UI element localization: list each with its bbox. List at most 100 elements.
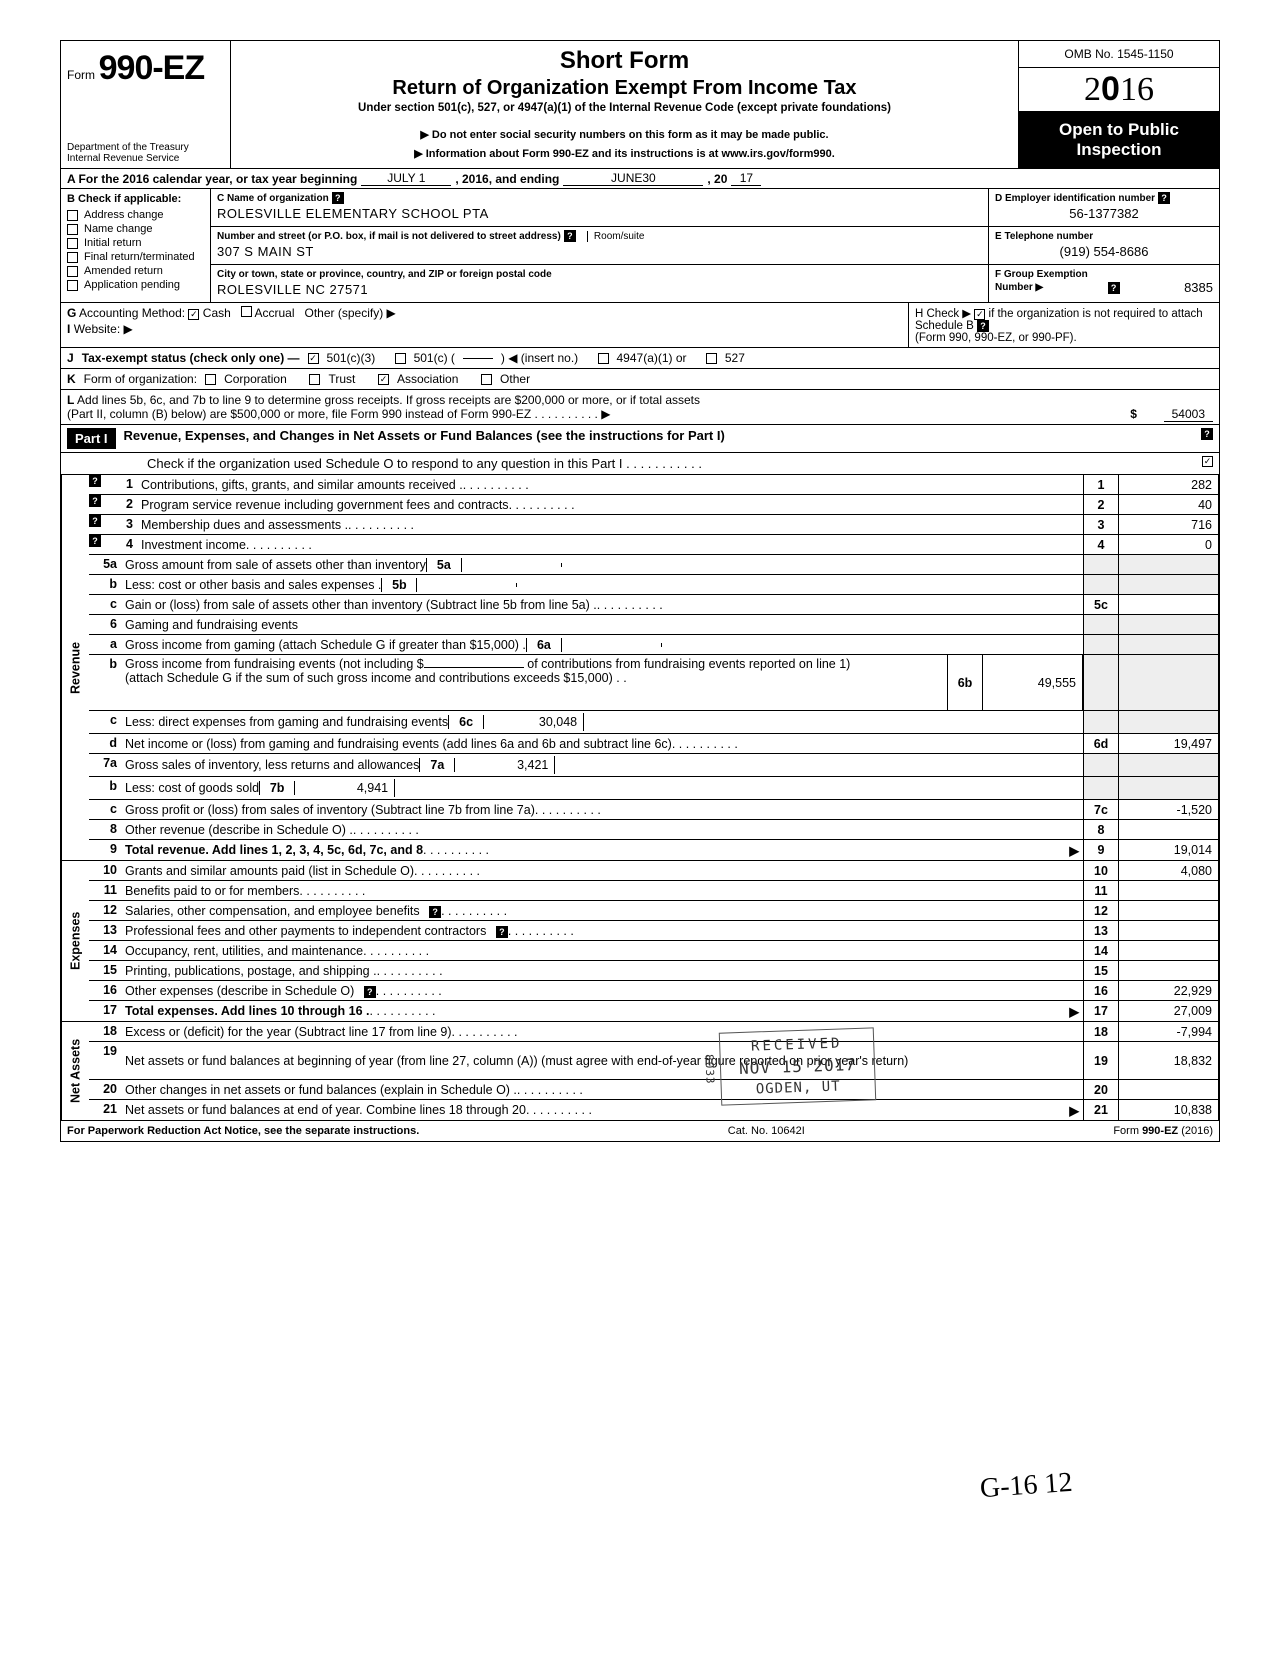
line-text: Professional fees and other payments to …: [121, 921, 1083, 940]
line-num: b: [89, 655, 121, 710]
checkbox-icon[interactable]: [706, 353, 717, 364]
box-num: 16: [1083, 981, 1119, 1000]
line-19: 19Net assets or fund balances at beginni…: [89, 1042, 1219, 1080]
box-val: -7,994: [1119, 1022, 1219, 1041]
checkbox-icon[interactable]: [67, 238, 78, 249]
box-val: [1119, 941, 1219, 960]
checkbox-icon[interactable]: [67, 280, 78, 291]
checkbox-accrual-icon[interactable]: [241, 306, 252, 317]
line-text: Less: cost or other basis and sales expe…: [121, 575, 1083, 594]
year-s: 16: [1120, 71, 1154, 108]
box-val: [1119, 1080, 1219, 1099]
line-num: a: [89, 635, 121, 654]
checkbox-501c3-icon[interactable]: [308, 353, 319, 364]
checkbox-icon[interactable]: [395, 353, 406, 364]
checkbox-icon[interactable]: [481, 374, 492, 385]
j-lead: J: [67, 351, 74, 365]
line-text: Total expenses. Add lines 10 through 16 …: [121, 1001, 1083, 1021]
innerbox-num: 7b: [259, 781, 295, 795]
line-c: cGain or (loss) from sale of assets othe…: [89, 595, 1219, 615]
line-6: 6Gaming and fundraising events: [89, 615, 1219, 635]
street-label: Number and street (or P.O. box, if mail …: [217, 231, 561, 242]
checkbox-parti-icon[interactable]: [1202, 456, 1213, 467]
j-label: Tax-exempt status (check only one) —: [82, 351, 300, 365]
dept-block: Department of the Treasury Internal Reve…: [67, 142, 224, 164]
d-label: D Employer identification number: [995, 193, 1155, 204]
box-num: [1083, 655, 1119, 710]
line-text: Gaming and fundraising events: [121, 615, 1083, 634]
line-h: H Check ▶ if the organization is not req…: [909, 303, 1219, 347]
line-num: 9: [89, 840, 121, 860]
cb-amended: Amended return: [67, 265, 204, 277]
cb-label: Application pending: [84, 279, 180, 291]
checkbox-h-icon[interactable]: [974, 309, 985, 320]
col-b: B Check if applicable: Address change Na…: [61, 189, 211, 302]
line-a-s1: , 20: [707, 172, 727, 186]
header: Form 990-EZ Department of the Treasury I…: [61, 41, 1219, 169]
f-label2: Number ▶: [995, 282, 1043, 293]
line-l: L Add lines 5b, 6c, and 7b to line 9 to …: [61, 390, 1219, 425]
side-netassets: Net Assets: [61, 1022, 89, 1120]
innerbox-num: 6a: [526, 638, 562, 652]
form-number: 990-EZ: [99, 49, 205, 87]
help-icon: ?: [89, 535, 101, 547]
line-text: Gross sales of inventory, less returns a…: [121, 754, 1083, 776]
box-num: 15: [1083, 961, 1119, 980]
checkbox-assoc-icon[interactable]: [378, 374, 389, 385]
city-value: ROLESVILLE NC 27571: [217, 280, 982, 299]
innerbox-num: 6c: [448, 715, 484, 729]
h-text3: (Form 990, 990-EZ, or 990-PF).: [915, 332, 1213, 344]
header-right: OMB No. 1545-1150 2016 Open to Public In…: [1019, 41, 1219, 168]
line-k: K Form of organization: Corporation Trus…: [61, 369, 1219, 390]
year-p: 2: [1084, 71, 1101, 108]
box-num: [1083, 635, 1119, 654]
col-c: C Name of organization ? ROLESVILLE ELEM…: [211, 189, 989, 302]
k-o1: Corporation: [224, 372, 287, 386]
innerbox-val: [417, 583, 517, 587]
line-num: b: [89, 575, 121, 594]
checkbox-icon[interactable]: [67, 224, 78, 235]
k-o2: Trust: [328, 372, 355, 386]
cb-label: Initial return: [84, 237, 141, 249]
help-icon: ?: [364, 986, 376, 998]
box-num: [1083, 777, 1119, 799]
line-num: 16: [89, 981, 121, 1000]
checkbox-icon[interactable]: [205, 374, 216, 385]
innerbox-val: 4,941: [295, 779, 395, 797]
short-form-title: Short Form: [241, 47, 1008, 75]
innerbox-val: 3,421: [455, 756, 555, 774]
line-text: Grants and similar amounts paid (list in…: [121, 861, 1083, 880]
header-subtitle: Under section 501(c), 527, or 4947(a)(1)…: [241, 102, 1008, 114]
line-text: Other revenue (describe in Schedule O) .…: [121, 820, 1083, 839]
box-val: 716: [1119, 515, 1219, 534]
box-num: 18: [1083, 1022, 1119, 1041]
innerbox-num: 6b: [947, 655, 983, 710]
line-num: 12: [89, 901, 121, 920]
checkbox-icon[interactable]: [67, 266, 78, 277]
box-val: 19,014: [1119, 840, 1219, 860]
checkbox-icon[interactable]: [67, 252, 78, 263]
box-val: [1119, 820, 1219, 839]
f-value: 8385: [1184, 280, 1213, 295]
netassets-body: 18Excess or (deficit) for the year (Subt…: [89, 1022, 1219, 1120]
line-text: Program service revenue including govern…: [137, 495, 1083, 514]
checkbox-cash-icon[interactable]: [188, 309, 199, 320]
cb-pending: Application pending: [67, 279, 204, 291]
footer-right: Form 990-EZ (2016): [1113, 1125, 1213, 1137]
line-text: Excess or (deficit) for the year (Subtra…: [121, 1022, 1083, 1041]
expenses-body: 10Grants and similar amounts paid (list …: [89, 861, 1219, 1021]
cb-address: Address change: [67, 209, 204, 221]
line-text: Other changes in net assets or fund bala…: [121, 1080, 1083, 1099]
checkbox-icon[interactable]: [67, 210, 78, 221]
box-num: [1083, 711, 1119, 733]
line-c: cLess: direct expenses from gaming and f…: [89, 711, 1219, 734]
help-icon: ?: [1158, 192, 1170, 204]
checkbox-icon[interactable]: [309, 374, 320, 385]
box-val: 18,832: [1119, 1042, 1219, 1079]
cb-final: Final return/terminated: [67, 251, 204, 263]
notice-2: ▶ Information about Form 990-EZ and its …: [241, 147, 1008, 160]
line-num: d: [89, 734, 121, 753]
checkbox-icon[interactable]: [598, 353, 609, 364]
line-num: 2: [105, 495, 137, 514]
line-num: 21: [89, 1100, 121, 1120]
